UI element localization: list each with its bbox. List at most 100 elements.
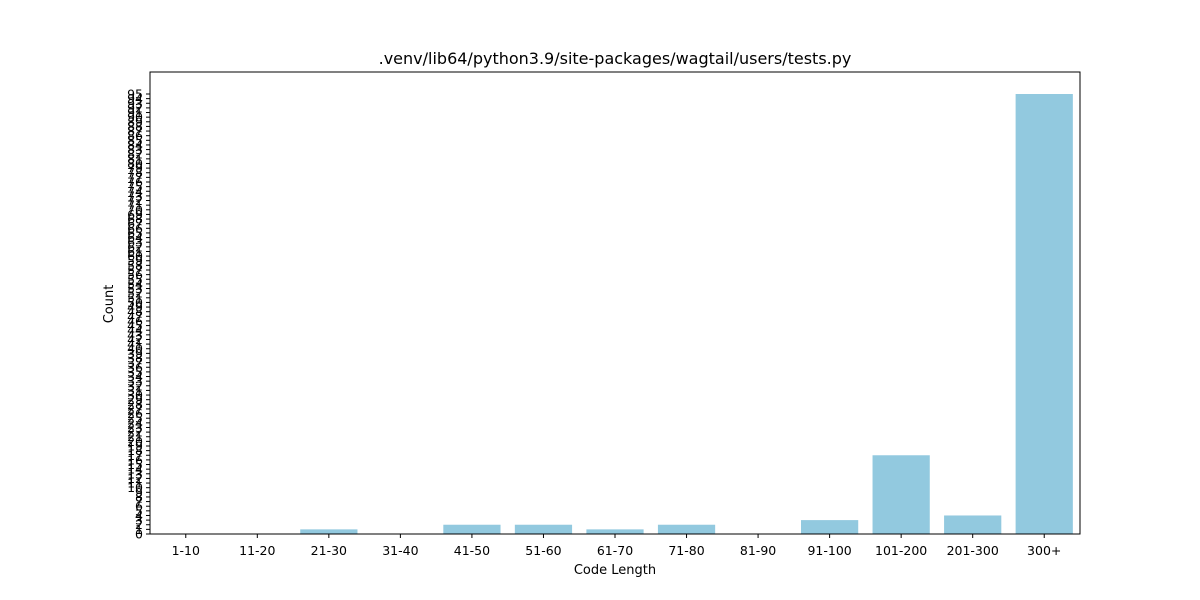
bar-21-30 [300,529,358,534]
y-tick-label: 69 [127,207,143,222]
bar-91-100 [801,520,859,534]
y-tick-label: 27 [127,401,143,416]
y-axis-ticks: 0123456789101112131415161718192021222324… [127,87,150,542]
y-tick-label: 4 [135,508,143,523]
y-tick-label: 90 [127,110,143,125]
y-tick-label: 6 [135,499,143,514]
y-tick-label: 29 [127,392,143,407]
y-tick-label: 7 [135,494,143,509]
y-tick-label: 52 [127,286,143,301]
y-tick-label: 75 [127,179,143,194]
y-tick-label: 86 [127,128,143,143]
chart-title: .venv/lib64/python3.9/site-packages/wagt… [379,49,852,68]
y-tick-label: 33 [127,374,143,389]
y-tick-label: 30 [127,388,143,403]
y-tick-label: 20 [127,434,143,449]
y-tick-label: 39 [127,346,143,361]
y-tick-label: 45 [127,318,143,333]
y-tick-label: 40 [127,341,143,356]
y-tick-label: 65 [127,225,143,240]
y-tick-label: 58 [127,258,143,273]
y-tick-label: 21 [127,429,143,444]
x-tick-label: 11-20 [239,543,275,558]
y-tick-label: 38 [127,351,143,366]
x-tick-label: 201-300 [947,543,999,558]
y-axis-label: Count [102,285,117,324]
x-axis-ticks: 1-10 11-20 21-30 31-40 41-50 51-60 61-70 71-80 8… [172,534,1061,558]
bar-300+ [1015,94,1073,534]
bar-71-80 [657,524,716,534]
y-tick-label: 31 [127,383,143,398]
y-tick-label: 66 [127,221,143,236]
x-tick-label: 1-10 [172,543,200,558]
y-tick-label: 63 [127,235,143,250]
y-tick-label: 36 [127,360,143,375]
y-tick-label: 47 [127,309,143,324]
y-tick-label: 25 [127,411,143,426]
y-tick-label: 11 [127,476,143,491]
x-tick-label: 41-50 [454,543,490,558]
y-tick-label: 81 [127,151,143,166]
y-tick-label: 19 [127,439,143,454]
y-tick-label: 89 [127,114,143,129]
bar-51-60 [514,524,573,534]
x-axis-label: Code Length [574,563,656,578]
y-tick-label: 17 [127,448,143,463]
y-tick-label: 13 [127,466,143,481]
y-tick-label: 49 [127,300,143,315]
y-tick-label: 5 [135,503,143,518]
y-tick-label: 51 [127,290,143,305]
y-tick-label: 15 [127,457,143,472]
x-tick-label: 61-70 [597,543,633,558]
y-tick-label: 64 [127,230,143,245]
y-tick-label: 46 [127,313,143,328]
y-tick-label: 8 [135,489,143,504]
y-tick-label: 32 [127,378,143,393]
y-tick-label: 67 [127,216,143,231]
y-tick-label: 14 [127,462,143,477]
plot-frame [149,71,1081,535]
x-tick-label: 101-200 [875,543,927,558]
y-tick-label: 82 [127,147,143,162]
y-tick-label: 87 [127,124,143,139]
y-tick-label: 41 [127,337,143,352]
y-tick-label: 44 [127,323,143,338]
y-tick-label: 34 [127,369,143,384]
y-tick-label: 10 [127,480,143,495]
y-tick-label: 56 [127,267,143,282]
y-tick-label: 94 [127,91,143,106]
y-tick-label: 68 [127,212,143,227]
y-tick-label: 71 [127,198,143,213]
y-tick-label: 57 [127,263,143,278]
y-tick-label: 12 [127,471,143,486]
y-tick-label: 26 [127,406,143,421]
y-tick-label: 22 [127,425,143,440]
y-tick-label: 1 [135,522,143,537]
y-tick-label: 60 [127,249,143,264]
y-tick-label: 85 [127,133,143,148]
y-tick-label: 79 [127,161,143,176]
x-tick-label: 91-100 [807,543,851,558]
y-tick-label: 23 [127,420,143,435]
x-tick-label: 81-90 [740,543,776,558]
y-tick-label: 91 [127,105,143,120]
y-tick-label: 3 [135,513,143,528]
y-tick-label: 83 [127,142,143,157]
x-tick-label: 21-30 [311,543,347,558]
y-tick-label: 55 [127,272,143,287]
y-tick-label: 35 [127,364,143,379]
y-tick-label: 88 [127,119,143,134]
y-tick-label: 53 [127,281,143,296]
y-tick-label: 28 [127,397,143,412]
y-tick-label: 48 [127,304,143,319]
y-tick-label: 50 [127,295,143,310]
y-tick-label: 2 [135,517,143,532]
bars-group [300,94,1073,534]
y-tick-label: 62 [127,239,143,254]
y-tick-label: 76 [127,175,143,190]
y-tick-label: 78 [127,165,143,180]
bar-101-200 [872,455,930,534]
bar-201-300 [944,515,1002,534]
y-tick-label: 95 [127,87,143,102]
